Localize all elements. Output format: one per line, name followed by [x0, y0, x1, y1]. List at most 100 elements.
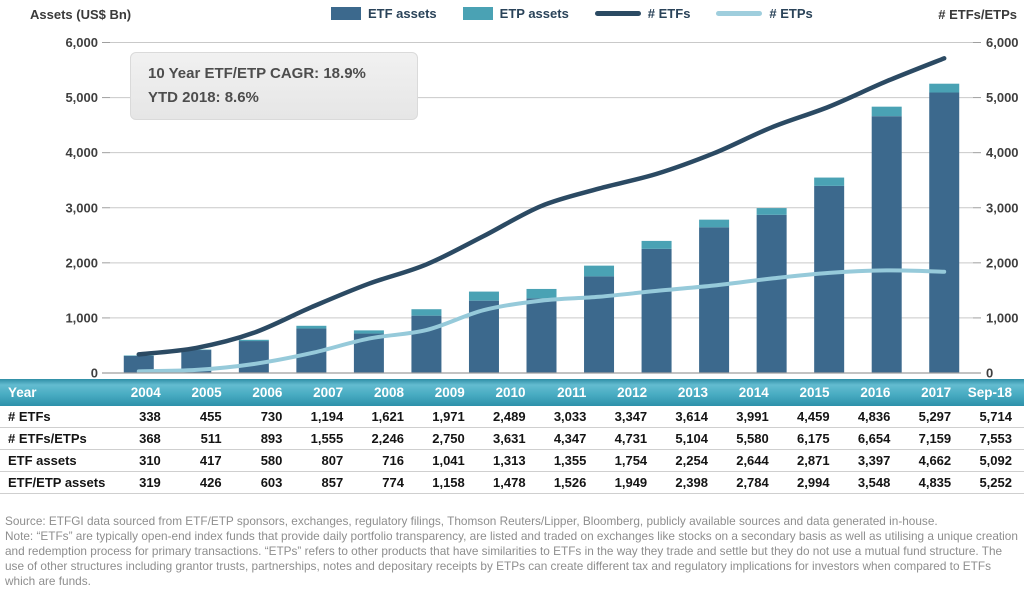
etf-assets-swatch-icon: [331, 7, 361, 20]
table-row-etf-etp-assets: ETF/ETP assets 319 426 603 857 774 1,158 1,478 1…: [0, 471, 1024, 494]
svg-text:0: 0: [986, 366, 993, 380]
chart-topbar: Assets (US$ Bn) ETF assets ETP assets # ET…: [0, 4, 1024, 28]
legend-item-etf-assets: ETF assets: [331, 6, 437, 21]
table-cell: 5,252: [963, 471, 1024, 494]
etf-assets-bar: [871, 116, 902, 373]
table-cell: 5,297: [902, 406, 964, 428]
table-cell: 4,731: [598, 427, 660, 450]
table-cell: 6,654: [841, 427, 903, 450]
svg-text:2,000: 2,000: [986, 255, 1019, 270]
table-cell: 7,159: [902, 427, 964, 450]
table-cell: 338: [112, 406, 173, 428]
table-cell: 893: [233, 427, 295, 450]
table-header-2015: 2015: [780, 379, 842, 406]
legend-item-etps: # ETPs: [716, 6, 813, 21]
table-cell: 2,254: [659, 449, 720, 472]
legend-label: ETP assets: [499, 6, 569, 21]
table-cell: 6,175: [780, 427, 842, 450]
table-cell: 1,754: [598, 449, 660, 472]
table-cell: 511: [172, 427, 234, 450]
table-header-2016: 2016: [841, 379, 903, 406]
table-cell: 319: [112, 471, 173, 494]
table-header-2006: 2006: [233, 379, 295, 406]
table-cell: 1,555: [294, 427, 356, 450]
table-row-etfs-etps: # ETFs/ETPs 368 511 893 1,555 2,246 2,750 3,631…: [0, 427, 1024, 450]
table-cell: 5,104: [659, 427, 720, 450]
table-header-row: Year 2004 2005 2006 2007 2008 2009 2010 2011 2012…: [0, 379, 1024, 406]
table-cell: 7,553: [963, 427, 1024, 450]
table-header-2005: 2005: [172, 379, 234, 406]
data-table: Year 2004 2005 2006 2007 2008 2009 2010 2011 2012…: [0, 379, 1024, 494]
axis-labels: 0 0 1,000 1,000 2,000 2,000 3,000 3,000 4,000 4,0…: [65, 35, 1018, 379]
etp-assets-bar: [411, 309, 442, 316]
table-cell: 807: [294, 449, 356, 472]
chart-canvas: 0 0 1,000 1,000 2,000 2,000 3,000 3,000 4,000 4,0…: [65, 35, 1018, 379]
table-header-2004: 2004: [112, 379, 173, 406]
table-cell: 426: [172, 471, 234, 494]
table-cell: 417: [172, 449, 234, 472]
etf-assets-bar: [641, 248, 672, 373]
legend-label: # ETPs: [769, 6, 813, 21]
etf-assets-bar: [181, 350, 212, 373]
row-label: # ETFs: [0, 406, 112, 428]
chart-legend: ETF assets ETP assets # ETFs # ETPs: [331, 6, 813, 21]
etp-assets-swatch-icon: [462, 7, 493, 20]
etf-assets-bar: [123, 355, 154, 373]
etfs-swatch-icon: [594, 11, 641, 16]
table-cell: 3,991: [719, 406, 781, 428]
ytd-line: YTD 2018: 8.6%: [148, 89, 259, 107]
assets-bars: [123, 83, 960, 374]
table-cell: 1,971: [415, 406, 477, 428]
svg-text:1,000: 1,000: [986, 310, 1019, 325]
table-cell: 5,092: [963, 449, 1024, 472]
svg-text:0: 0: [91, 366, 98, 380]
axis-ticks: [102, 42, 981, 374]
table-header-2007: 2007: [294, 379, 356, 406]
cagr-line: 10 Year ETF/ETP CAGR: 18.9%: [148, 65, 366, 82]
row-label: ETF assets: [0, 449, 112, 472]
etp-assets-bar: [468, 291, 499, 301]
table-cell: 3,033: [537, 406, 599, 428]
table-cell: 2,784: [719, 471, 781, 494]
table-cell: 774: [355, 471, 416, 494]
table-cell: 1,355: [537, 449, 599, 472]
etp-assets-bar: [641, 240, 672, 249]
svg-text:5,000: 5,000: [986, 90, 1019, 105]
table-header-2012: 2012: [598, 379, 660, 406]
table-row-etf-assets: ETF assets 310 417 580 807 716 1,041 1,313 1,355…: [0, 449, 1024, 472]
svg-text:3,000: 3,000: [986, 200, 1019, 215]
table-header-2014: 2014: [719, 379, 781, 406]
row-label: ETF/ETP assets: [0, 471, 112, 494]
table-cell: 4,836: [841, 406, 903, 428]
table-cell: 857: [294, 471, 356, 494]
table-cell: 5,580: [719, 427, 781, 450]
svg-text:4,000: 4,000: [986, 145, 1019, 160]
legend-item-etfs: # ETFs: [594, 6, 691, 21]
table-cell: 716: [355, 449, 416, 472]
etp-assets-bar: [871, 106, 902, 117]
legend-label: # ETFs: [647, 6, 691, 21]
etp-assets-bar: [584, 265, 615, 277]
svg-text:1,000: 1,000: [65, 310, 98, 325]
etf-assets-bar: [238, 341, 269, 373]
table-cell: 1,041: [415, 449, 477, 472]
etf-assets-bar: [929, 92, 960, 374]
etp-assets-bar: [353, 330, 384, 334]
table-cell: 2,644: [719, 449, 781, 472]
table-cell: 455: [172, 406, 234, 428]
table-cell: 1,478: [476, 471, 538, 494]
svg-text:5,000: 5,000: [65, 90, 98, 105]
table-header-2013: 2013: [659, 379, 720, 406]
table-cell: 603: [233, 471, 295, 494]
table-cell: 2,994: [780, 471, 842, 494]
etf-assets-bar: [584, 276, 615, 373]
table-cell: 3,548: [841, 471, 903, 494]
etfs-line: [136, 56, 947, 357]
table-cell: 1,158: [415, 471, 477, 494]
svg-text:6,000: 6,000: [986, 35, 1019, 50]
right-axis-title: # ETFs/ETPs: [938, 7, 1017, 22]
etp-assets-bar: [238, 339, 269, 342]
svg-text:2,000: 2,000: [65, 255, 98, 270]
etf-assets-bar: [814, 185, 845, 373]
table-header-year: Year: [0, 379, 112, 406]
